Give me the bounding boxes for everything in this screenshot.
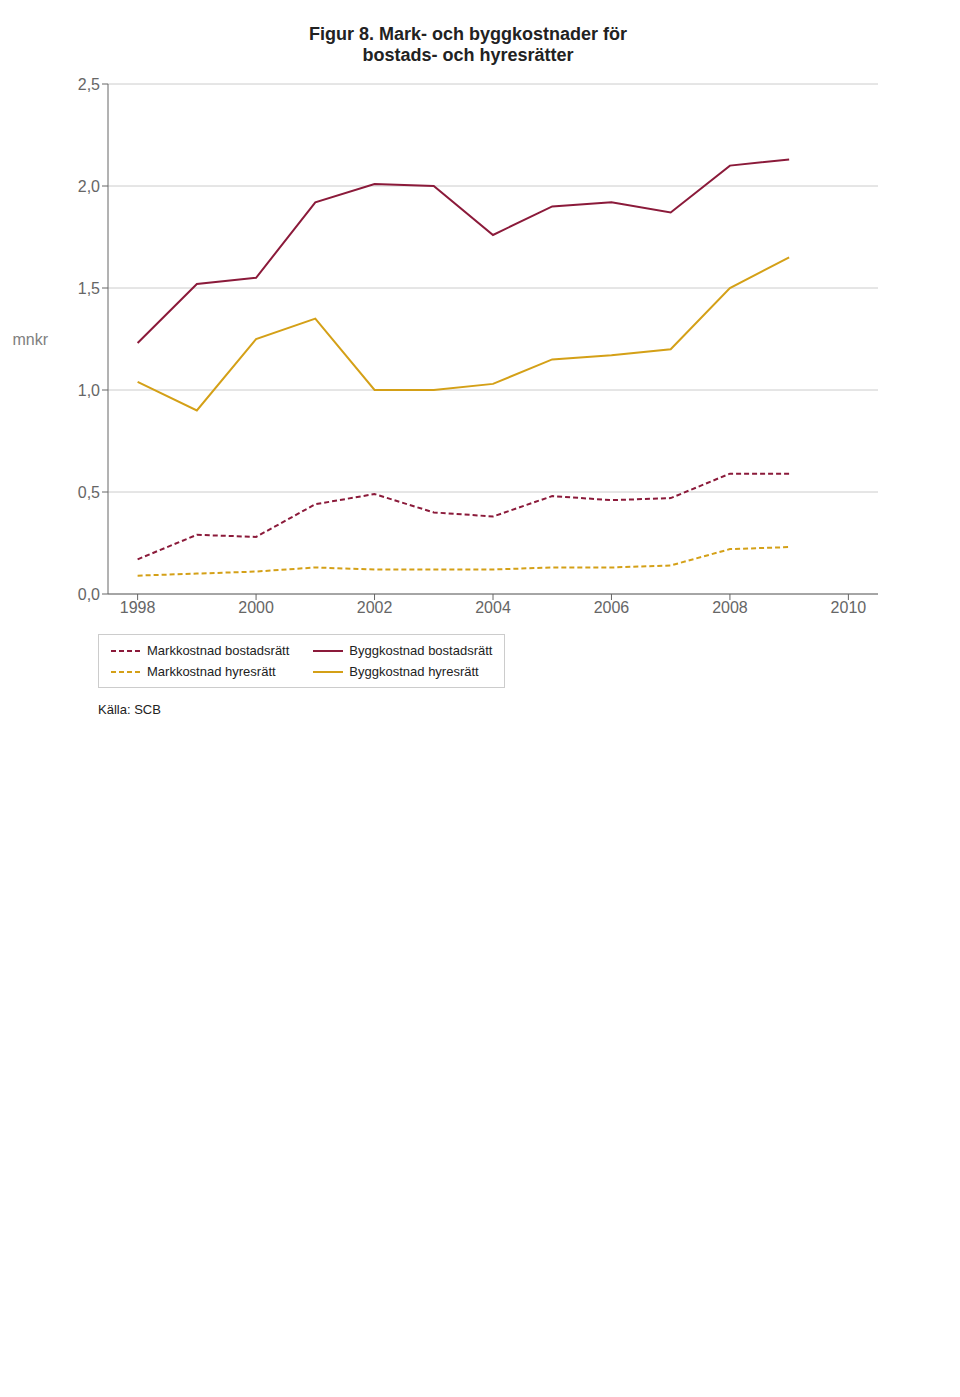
svg-text:0,5: 0,5 <box>78 484 100 501</box>
svg-text:mnkr: mnkr <box>12 331 48 348</box>
svg-text:1998: 1998 <box>120 599 156 616</box>
svg-text:2008: 2008 <box>712 599 748 616</box>
svg-text:2000: 2000 <box>238 599 274 616</box>
svg-text:0,0: 0,0 <box>78 586 100 603</box>
html-text:Figur 8. Mark- och byggkostnad: Figur 8. Mark- och byggkostnader för <box>309 24 627 44</box>
html-text:Markkostnad bostadsrätt: Markkostnad bostadsrätt <box>147 643 290 658</box>
svg-text:1,5: 1,5 <box>78 280 100 297</box>
svg-text:2,0: 2,0 <box>78 178 100 195</box>
html-text:Byggkostnad hyresrätt: Byggkostnad hyresrätt <box>349 664 479 679</box>
svg-text:2006: 2006 <box>594 599 630 616</box>
html-text:Byggkostnad bostadsrätt: Byggkostnad bostadsrätt <box>349 643 493 658</box>
svg-text:2,5: 2,5 <box>78 76 100 93</box>
html-text:Markkostnad hyresrätt: Markkostnad hyresrätt <box>147 664 276 679</box>
html-text:bostads- och hyresrätter: bostads- och hyresrätter <box>362 45 574 65</box>
svg-text:2002: 2002 <box>357 599 393 616</box>
html-text:Källa: SCB: Källa: SCB <box>98 702 161 717</box>
svg-text:1,0: 1,0 <box>78 382 100 399</box>
svg-text:2004: 2004 <box>475 599 511 616</box>
svg-text:2010: 2010 <box>831 599 867 616</box>
